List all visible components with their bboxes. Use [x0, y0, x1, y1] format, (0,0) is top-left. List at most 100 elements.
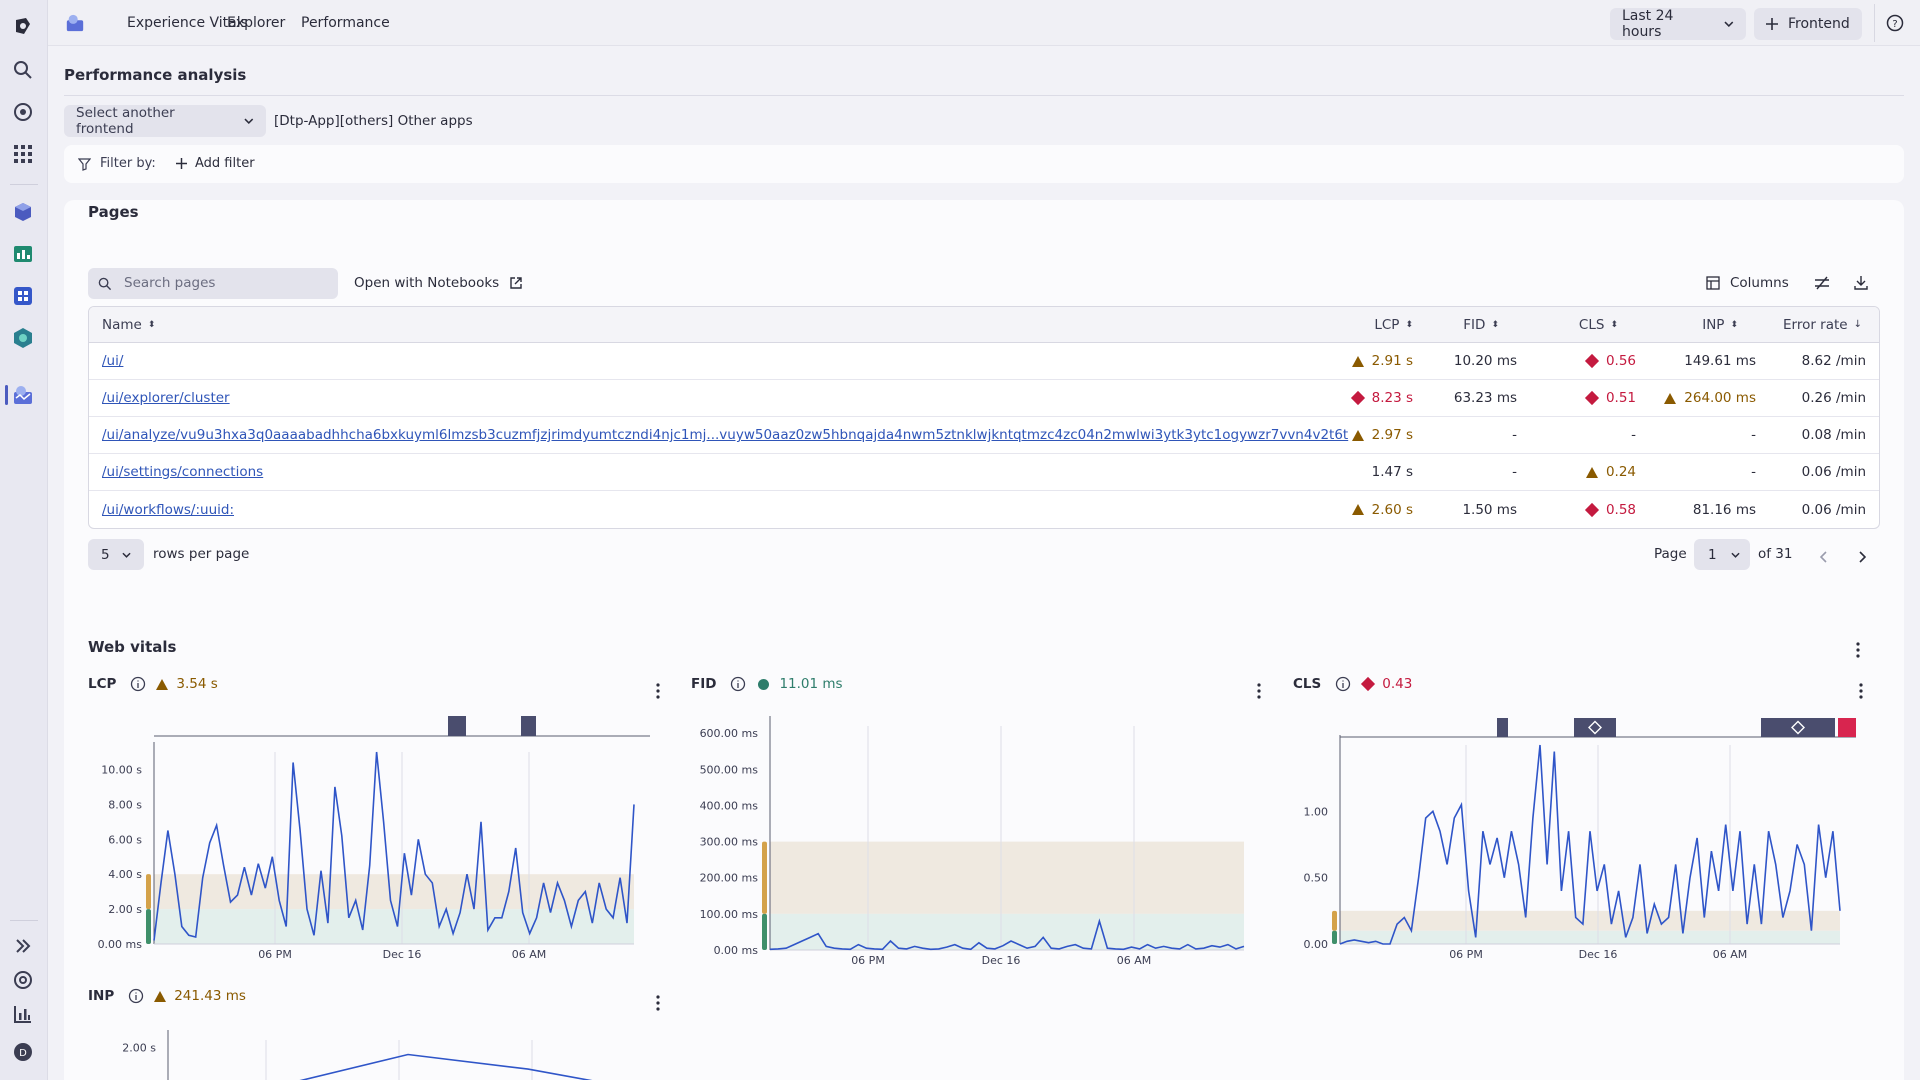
app-name[interactable]: Experience Vitals: [127, 15, 248, 31]
fid-chart[interactable]: 06 PM Dec 16 06 AM 600.00 ms 500.00 ms 400.00…: [690, 710, 1250, 980]
active-indicator: [5, 385, 8, 405]
page-name-link[interactable]: /ui/explorer/cluster: [102, 390, 230, 406]
rows-per-page-select[interactable]: 5: [88, 539, 144, 570]
web-vitals-menu-icon[interactable]: [1856, 642, 1860, 662]
chart-settings-icon[interactable]: [1814, 275, 1830, 295]
critical-icon: [1584, 502, 1600, 517]
page-label: Page: [1654, 546, 1687, 562]
y-tick-label: 2.00 s: [108, 903, 142, 916]
col-lcp[interactable]: LCP ⬍: [1374, 316, 1413, 333]
info-icon[interactable]: [730, 676, 746, 692]
page-name-link[interactable]: /ui/analyze/vu9u3hxa3q0aaaabadhhcha6bxku…: [102, 427, 1349, 443]
timeframe-selector[interactable]: Last 24 hours: [1610, 8, 1746, 40]
apps-grid-icon[interactable]: [11, 142, 35, 166]
y-tick-label: 100.00 ms: [700, 908, 759, 921]
y-tick-label: 300.00 ms: [700, 836, 759, 849]
download-icon[interactable]: [1853, 275, 1869, 295]
lcp-chart-menu-icon[interactable]: [656, 683, 660, 703]
table-row[interactable]: /ui/explorer/cluster 8.23 s 63.23 ms 0.51 26…: [89, 380, 1879, 417]
page-total: of 31: [1758, 546, 1793, 562]
event-marker: [1761, 718, 1835, 737]
col-name[interactable]: Name ⬍: [102, 316, 156, 333]
x-tick-label: Dec 16: [982, 954, 1021, 967]
experience-vitals-icon[interactable]: [11, 383, 35, 407]
web-vitals-title: Web vitals: [88, 638, 177, 656]
help-icon[interactable]: ?: [1886, 14, 1904, 36]
col-cls[interactable]: CLS ⬍: [1578, 316, 1618, 333]
cell-inp: -: [1751, 417, 1756, 453]
search-icon: [98, 277, 112, 291]
event-marker: [1574, 718, 1616, 737]
support-icon[interactable]: [11, 968, 35, 992]
chevron-down-icon: [1724, 21, 1734, 27]
table-row[interactable]: /ui/workflows/:uuid: 2.60 s 1.50 ms 0.58 81.…: [89, 491, 1879, 528]
cls-value: 0.43: [1382, 676, 1413, 692]
page-select[interactable]: 1: [1694, 539, 1750, 570]
page-name-link[interactable]: /ui/: [102, 353, 124, 369]
good-status-icon: [758, 678, 770, 690]
plus-icon: [1766, 18, 1778, 30]
add-filter-button[interactable]: Add filter: [176, 156, 255, 171]
columns-button[interactable]: Columns: [1706, 275, 1789, 291]
fid-label: FID: [691, 676, 717, 692]
add-frontend-button[interactable]: Frontend: [1754, 8, 1862, 40]
table-row[interactable]: /ui/settings/connections 1.47 s - 0.24 - 0.06…: [89, 454, 1879, 491]
observability-icon[interactable]: [11, 100, 35, 124]
info-icon[interactable]: [130, 676, 146, 692]
inp-value: 81.16 ms: [1692, 501, 1756, 518]
series-line: [1339, 744, 1841, 945]
nav-performance[interactable]: Performance: [301, 15, 390, 31]
search-pages-input[interactable]: Search pages: [88, 268, 338, 299]
cell-fid: -: [1512, 454, 1517, 490]
fid-value: 63.23 ms: [1453, 390, 1517, 406]
next-page-button[interactable]: [1858, 548, 1867, 567]
warning-icon: [154, 990, 167, 1002]
filter-icon: [78, 158, 91, 171]
fid-metric-header: FID 11.01 ms: [691, 676, 843, 692]
info-icon[interactable]: [1335, 676, 1351, 692]
warning-icon: [1351, 429, 1364, 441]
inp-value: 264.00 ms: [1684, 390, 1756, 406]
frontend-select[interactable]: Select another frontend: [64, 105, 266, 137]
info-icon[interactable]: [128, 988, 144, 1004]
col-error-rate[interactable]: Error rate ↓: [1782, 316, 1862, 333]
cell-fid: 63.23 ms: [1454, 380, 1517, 416]
expand-sidebar-icon[interactable]: [11, 934, 35, 958]
inp-label: INP: [88, 988, 115, 1004]
usage-chart-icon[interactable]: [11, 1002, 35, 1026]
dashboard-app-icon[interactable]: [11, 242, 35, 266]
y-tick-label: 400.00 ms: [700, 799, 759, 812]
lcp-value: 2.91 s: [1371, 353, 1413, 369]
cls-value: 0.51: [1605, 390, 1636, 406]
warn-threshold-marker: [146, 874, 151, 910]
col-fid[interactable]: FID ⬍: [1463, 316, 1499, 333]
inp-chart[interactable]: 2.00 s: [88, 1020, 658, 1080]
cls-chart[interactable]: 06 PM Dec 16 06 AM 1.00 0.50 0.00: [1292, 710, 1872, 970]
user-avatar[interactable]: D: [11, 1040, 35, 1064]
table-row[interactable]: /ui/analyze/vu9u3hxa3q0aaaabadhhcha6bxku…: [89, 417, 1879, 454]
page-name-link[interactable]: /ui/workflows/:uuid:: [102, 501, 234, 518]
grid-app-icon[interactable]: [11, 284, 35, 308]
filter-bar[interactable]: Filter by: Add filter: [64, 145, 1904, 183]
nav-explorer[interactable]: Explorer: [227, 15, 286, 31]
lcp-chart[interactable]: 06 PM Dec 16 06 AM 10.00 s 8.00 s 6.00 s 4.00 …: [88, 710, 658, 970]
dynatrace-logo-icon[interactable]: [11, 15, 35, 39]
timeframe-label: Last 24 hours: [1622, 8, 1674, 40]
lcp-value: 1.47 s: [1371, 464, 1413, 480]
col-inp[interactable]: INP ⬍: [1702, 316, 1738, 333]
cube-app-icon[interactable]: [11, 200, 35, 224]
kubernetes-app-icon[interactable]: [11, 326, 35, 350]
page-name-link[interactable]: /ui/settings/connections: [102, 464, 264, 480]
inp-chart-menu-icon[interactable]: [656, 995, 660, 1015]
search-icon[interactable]: [11, 58, 35, 82]
y-tick-label: 6.00 s: [108, 833, 142, 846]
fid-chart-menu-icon[interactable]: [1257, 683, 1261, 703]
table-row[interactable]: /ui/2.91 s 10.20 ms 0.56 149.61 ms 8.62 /min: [89, 343, 1879, 380]
warning-icon: [1585, 466, 1598, 478]
cls-chart-menu-icon[interactable]: [1859, 683, 1863, 703]
open-notebooks-button[interactable]: Open with Notebooks: [354, 275, 523, 291]
x-tick-label: 06 AM: [1117, 954, 1152, 967]
fid-value: -: [1512, 427, 1517, 443]
prev-page-button[interactable]: [1819, 548, 1828, 567]
err-value: 0.08 /min: [1801, 427, 1866, 443]
